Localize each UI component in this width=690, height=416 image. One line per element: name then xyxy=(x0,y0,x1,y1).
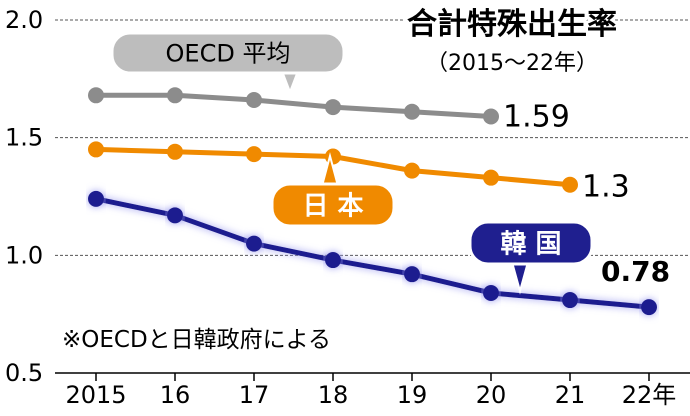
data-point xyxy=(246,92,262,109)
series-labels: OECD 平均日 本韓 国 xyxy=(110,31,594,295)
badge-box xyxy=(270,182,396,228)
data-point xyxy=(325,99,341,116)
x-tick-label: 19 xyxy=(397,381,428,409)
gridlines xyxy=(55,19,690,256)
end-value-label: 1.59 xyxy=(503,99,570,134)
chart-title: 合計特殊出生率 xyxy=(407,7,617,42)
x-tick-label: 2015 xyxy=(65,381,126,409)
badge-label: 日 本 xyxy=(302,191,363,221)
end-value-label: 1.3 xyxy=(582,170,630,205)
y-tick-label: 2.0 xyxy=(5,6,43,34)
y-tick-label: 0.5 xyxy=(5,359,43,387)
data-point xyxy=(88,87,104,104)
badge-pointer xyxy=(510,261,530,295)
data-point xyxy=(167,143,183,160)
series-line xyxy=(95,196,650,310)
series-line xyxy=(96,92,492,119)
source-note: ※OECDと日韓政府による xyxy=(62,327,331,353)
y-tick-label: 1.0 xyxy=(5,241,43,269)
data-point xyxy=(88,190,104,207)
data-point xyxy=(88,141,104,158)
y-tick-label: 1.5 xyxy=(5,124,43,152)
x-tick-label: 20 xyxy=(476,381,507,409)
data-point xyxy=(246,235,262,252)
series-layer: 1.59 1.3 0.78 xyxy=(88,87,673,316)
series-1: 1.3 xyxy=(88,141,632,207)
badge-label: 韓 国 xyxy=(500,229,561,259)
series-2: 0.78 xyxy=(88,190,673,316)
series-0: 1.59 xyxy=(88,87,572,137)
data-point xyxy=(641,299,657,316)
data-point xyxy=(325,252,341,269)
x-tick-label: 18 xyxy=(318,381,349,409)
data-point xyxy=(404,266,420,283)
data-point xyxy=(246,146,262,163)
data-point xyxy=(483,169,499,186)
data-point xyxy=(483,284,499,301)
y-axis: 0.5 1.0 1.5 2.0 xyxy=(5,6,690,387)
x-axis: 2015 16 17 18 19 20 21 22年 xyxy=(65,373,676,409)
series-name-badge: 日 本 xyxy=(270,152,396,228)
chart-subtitle: （2015～22年） xyxy=(426,51,598,76)
data-point xyxy=(404,162,420,179)
data-point xyxy=(167,207,183,224)
end-value-label: 0.78 xyxy=(601,255,670,288)
data-point xyxy=(483,108,499,125)
data-point xyxy=(167,87,183,104)
data-point xyxy=(404,103,420,120)
series-name-badge: OECD 平均 xyxy=(110,31,346,95)
x-tick-label: 21 xyxy=(555,381,586,409)
x-tick-label: 22年 xyxy=(622,381,677,409)
badge-box xyxy=(110,31,346,75)
badge-label: OECD 平均 xyxy=(166,40,291,68)
data-point xyxy=(562,292,578,309)
x-tick-label: 17 xyxy=(239,381,270,409)
data-point xyxy=(562,176,578,193)
series-name-badge: 韓 国 xyxy=(468,220,594,295)
badge-box xyxy=(468,220,594,266)
x-tick-label: 16 xyxy=(160,381,191,409)
